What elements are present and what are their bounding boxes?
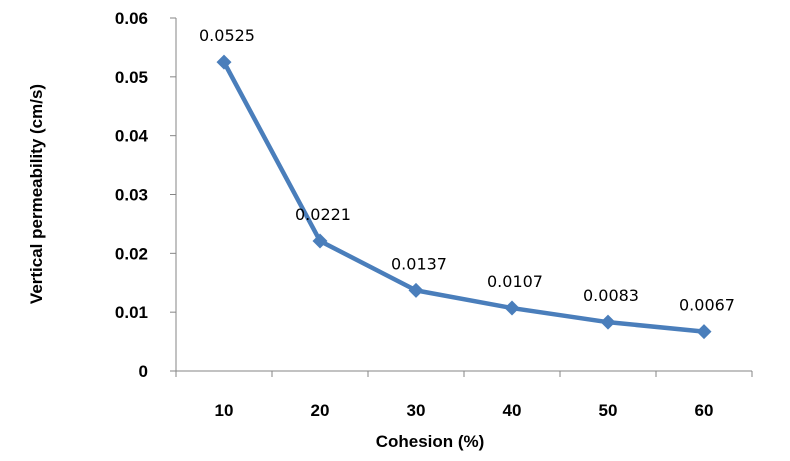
series-group xyxy=(216,54,712,340)
data-point-marker xyxy=(696,324,712,340)
data-label: 0.0083 xyxy=(583,286,639,305)
data-point-marker xyxy=(312,233,328,249)
data-label: 0.0067 xyxy=(679,296,735,315)
data-label: 0.0107 xyxy=(487,272,543,291)
x-axis-ticks: 10 20 30 40 50 60 xyxy=(175,371,753,420)
data-point-marker xyxy=(600,314,616,330)
y-tick-label: 0.01 xyxy=(115,303,148,322)
x-tick-label: 50 xyxy=(599,401,618,420)
data-label: 0.0137 xyxy=(391,254,447,273)
y-tick-label: 0 xyxy=(139,362,148,381)
y-tick-label: 0.06 xyxy=(115,9,148,28)
x-axis-title: Cohesion (%) xyxy=(376,432,485,451)
y-tick-label: 0.03 xyxy=(115,186,148,205)
series-line xyxy=(222,61,705,334)
data-point-marker xyxy=(504,300,520,316)
x-tick-label: 60 xyxy=(695,401,714,420)
y-tick-label: 0.04 xyxy=(115,127,149,146)
data-labels: 0.0525 0.0221 0.0137 0.0107 0.0083 0.0067 xyxy=(199,26,735,314)
x-tick-label: 10 xyxy=(215,401,234,420)
data-point-marker xyxy=(408,282,424,298)
data-point-marker xyxy=(216,54,232,70)
data-label: 0.0525 xyxy=(199,26,255,45)
y-axis-ticks: 0 0.01 0.02 0.03 0.04 0.05 0.06 xyxy=(115,9,176,381)
y-tick-label: 0.02 xyxy=(115,244,148,263)
y-tick-label: 0.05 xyxy=(115,68,148,87)
y-axis-title: Vertical permeability (cm/s) xyxy=(27,84,46,304)
x-tick-label: 40 xyxy=(503,401,522,420)
x-tick-label: 20 xyxy=(311,401,330,420)
x-tick-label: 30 xyxy=(407,401,426,420)
data-label: 0.0221 xyxy=(295,205,351,224)
